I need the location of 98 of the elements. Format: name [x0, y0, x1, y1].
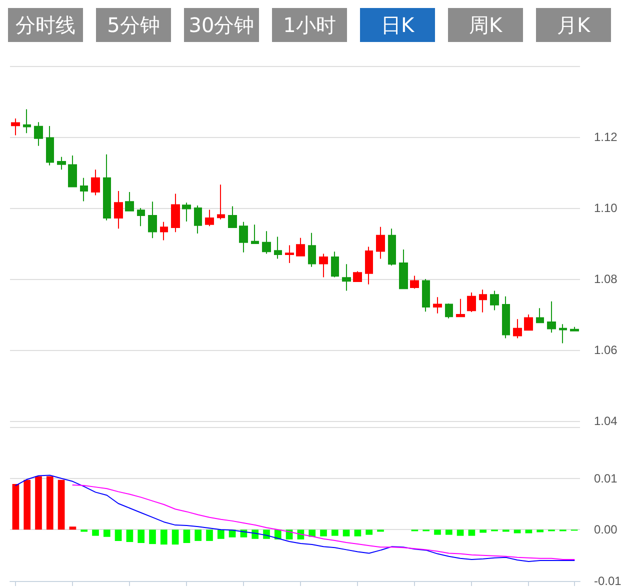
bar: [149, 530, 156, 544]
candlestick: [23, 108, 31, 134]
candlestick: [524, 314, 533, 331]
candlestick: [148, 201, 157, 239]
line-series: [15, 474, 575, 562]
candlestick: [296, 237, 305, 256]
bar: [160, 530, 168, 545]
candlestick: [331, 251, 339, 278]
text: 日K: [360, 8, 435, 42]
bar: [480, 530, 487, 533]
bar: [445, 530, 452, 535]
candlestick: [34, 122, 43, 146]
candlestick: [194, 205, 202, 234]
candlestick: [251, 224, 259, 244]
y-tick-label: -0.01: [594, 574, 622, 587]
candlestick: [137, 208, 145, 227]
candlestick: [46, 125, 54, 166]
candlestick: [399, 249, 408, 290]
candlestick: [479, 289, 487, 313]
candlestick: [353, 270, 362, 282]
candlestick: [365, 246, 373, 285]
candlestick: [422, 278, 430, 312]
bar: [58, 480, 65, 530]
y-tick-label: 1.08: [594, 272, 618, 286]
y-tick-label: 0.01: [594, 471, 618, 486]
candlestick: [547, 300, 556, 334]
candlestick: [228, 206, 237, 228]
candlestick: [80, 177, 88, 202]
bar: [69, 526, 76, 530]
bar: [434, 530, 441, 535]
candlestick: [559, 324, 567, 344]
candlestick: [125, 192, 134, 212]
candlestick: [57, 156, 66, 170]
candlestick: [502, 296, 510, 339]
candlestick: [11, 118, 20, 136]
bar: [126, 530, 134, 542]
candlestick: [467, 292, 476, 313]
candlestick: [536, 308, 544, 324]
bar: [525, 530, 532, 534]
candlestick: [103, 154, 111, 221]
candlestick: [456, 298, 465, 318]
bar: [114, 530, 122, 541]
bar: [366, 530, 373, 535]
bar: [12, 484, 20, 530]
candlestick: [285, 244, 294, 264]
bar: [138, 530, 145, 544]
bar: [514, 530, 521, 534]
bar: [24, 480, 31, 530]
candlestick: [205, 209, 214, 227]
bar: [331, 530, 338, 536]
bar: [320, 530, 327, 536]
bar: [342, 530, 350, 536]
text: 1小时: [272, 8, 347, 42]
candlestick: [160, 221, 168, 241]
candlestick: [91, 169, 100, 196]
bar: [206, 530, 213, 541]
candlestick: [410, 275, 419, 290]
y-tick-label: 1.12: [594, 130, 618, 144]
candlestick: [182, 202, 191, 222]
y-tick-label: 1.04: [594, 414, 618, 428]
candlestick: [388, 228, 396, 266]
bar: [194, 530, 202, 541]
text: 月K: [536, 8, 611, 42]
y-tick-label: 1.06: [594, 343, 618, 357]
bar: [468, 530, 476, 536]
candlestick: [274, 236, 282, 260]
bar: [103, 530, 110, 537]
candlestick: [342, 264, 351, 292]
candlestick: [217, 184, 225, 220]
candlestick: [570, 326, 579, 332]
candlestick: [68, 154, 77, 188]
bar: [35, 476, 42, 530]
candlestick: [490, 290, 499, 311]
bar: [354, 530, 362, 536]
candlestick: [239, 221, 248, 253]
candlestick: [513, 318, 522, 339]
bar: [536, 530, 544, 532]
line-series: [72, 484, 575, 560]
candlestick: [433, 296, 442, 314]
text: 30分钟: [184, 8, 259, 42]
candlestick: [262, 230, 271, 254]
candlestick: [308, 232, 316, 268]
candlestick: [171, 193, 180, 233]
y-tick-label: 1.10: [594, 201, 618, 215]
bar: [46, 476, 54, 530]
y-tick-label: 0.00: [594, 522, 618, 537]
bar: [217, 530, 224, 539]
bar: [456, 530, 464, 536]
text: 5分钟: [96, 8, 171, 42]
bar: [92, 530, 99, 536]
candlestick: [319, 253, 328, 278]
text: 周K: [448, 8, 523, 42]
bar: [183, 530, 190, 544]
candlestick: [376, 226, 385, 260]
bar: [172, 530, 179, 545]
text: 分时线: [8, 8, 83, 42]
candlestick: [445, 302, 453, 319]
candlestick: [114, 190, 123, 230]
